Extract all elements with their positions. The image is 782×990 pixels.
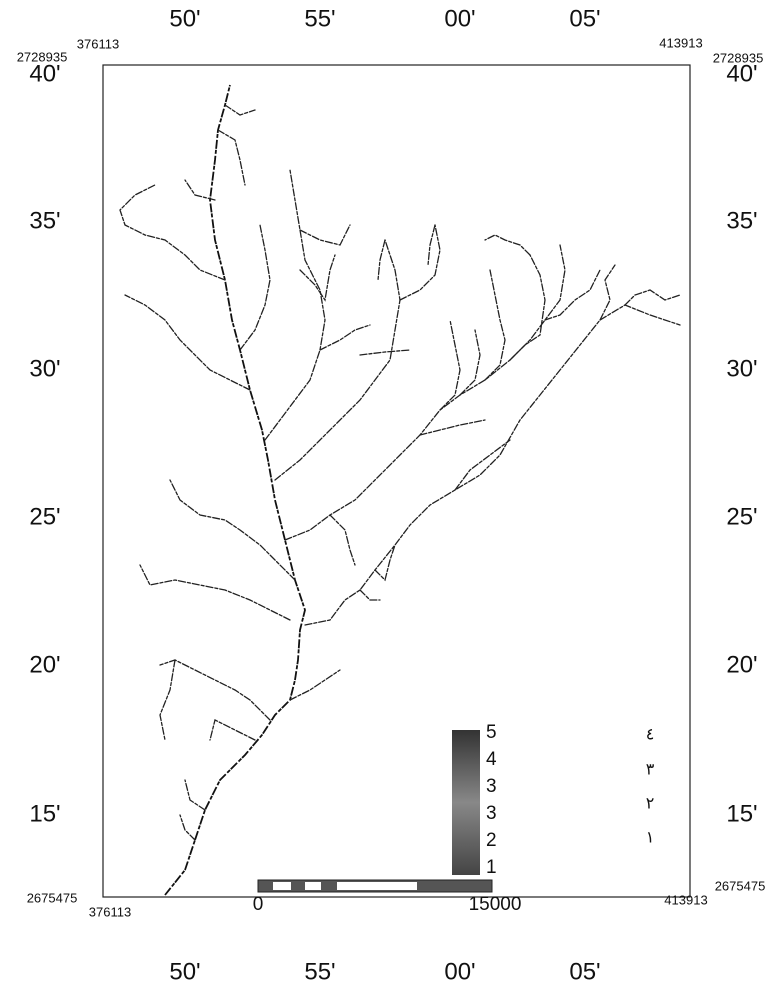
bottom-label: 00' bbox=[444, 958, 475, 985]
scale-bar-segment bbox=[337, 882, 417, 890]
scale-bar-segment bbox=[305, 882, 321, 890]
left-label: 15' bbox=[29, 800, 60, 827]
scale-start: 0 bbox=[253, 894, 264, 915]
ramp-label: 5 bbox=[486, 722, 497, 743]
legend: 5 4 3 3 2 1 ٤ ٣ ٢ ١ bbox=[452, 722, 655, 878]
ramp-label: 3 bbox=[486, 803, 497, 824]
right-label: 25' bbox=[726, 503, 757, 530]
corner-northing: 2675475 bbox=[27, 890, 78, 905]
right-label: 30' bbox=[726, 355, 757, 382]
right-label: 20' bbox=[726, 651, 757, 678]
bottom-label: 05' bbox=[569, 958, 600, 985]
corner-northing: 2728935 bbox=[17, 49, 68, 64]
right-label: 15' bbox=[726, 800, 757, 827]
drainage-network bbox=[119, 84, 681, 896]
left-label: 25' bbox=[29, 503, 60, 530]
class-label: ٢ bbox=[646, 794, 655, 813]
ramp-label: 4 bbox=[486, 749, 497, 770]
class-label: ٣ bbox=[646, 760, 655, 779]
corner-easting: 413913 bbox=[664, 892, 707, 907]
ramp-label: 2 bbox=[486, 830, 497, 851]
corner-easting: 376113 bbox=[89, 904, 131, 919]
left-label: 30' bbox=[29, 355, 60, 382]
scale-bar: 0 15000 bbox=[253, 879, 522, 915]
bottom-label: 50' bbox=[169, 958, 200, 985]
color-ramp bbox=[452, 730, 480, 875]
right-label: 35' bbox=[726, 207, 757, 234]
left-label: 35' bbox=[29, 207, 60, 234]
corner-northing: 2675475 bbox=[715, 878, 766, 893]
corner-easting: 376113 bbox=[77, 36, 119, 51]
ramp-label: 1 bbox=[486, 857, 497, 878]
corner-northing: 2728935 bbox=[713, 50, 764, 65]
top-label: 00' bbox=[444, 5, 475, 32]
top-label: 55' bbox=[304, 5, 335, 32]
top-label: 50' bbox=[169, 5, 200, 32]
class-label: ٤ bbox=[646, 725, 655, 744]
class-label: ١ bbox=[646, 828, 655, 847]
left-label: 20' bbox=[29, 651, 60, 678]
top-label: 05' bbox=[569, 5, 600, 32]
left-label: 40' bbox=[29, 60, 60, 87]
map-frame bbox=[102, 64, 691, 898]
bottom-label: 55' bbox=[304, 958, 335, 985]
scale-bar-segment bbox=[273, 882, 291, 890]
corner-easting: 413913 bbox=[659, 35, 702, 50]
scale-end: 15000 bbox=[469, 894, 522, 915]
ramp-label: 3 bbox=[486, 776, 497, 797]
right-label: 40' bbox=[726, 60, 757, 87]
